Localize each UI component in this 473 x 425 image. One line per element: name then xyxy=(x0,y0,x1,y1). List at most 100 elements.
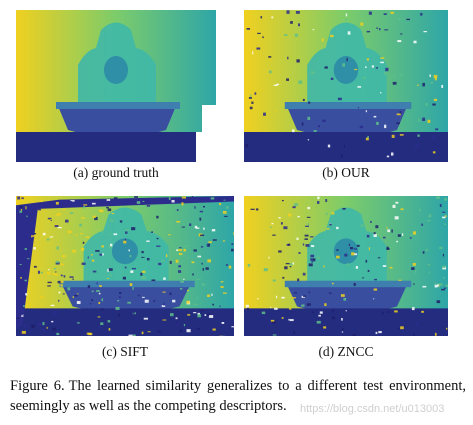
noise-speckle xyxy=(158,262,162,266)
noise-speckle xyxy=(301,122,304,126)
noise-speckle xyxy=(298,23,300,27)
noise-speckle xyxy=(289,263,293,266)
noise-speckle xyxy=(176,220,181,223)
noise-speckle xyxy=(80,247,85,251)
noise-speckle xyxy=(183,324,186,327)
noise-speckle xyxy=(56,213,62,216)
noise-speckle xyxy=(40,328,45,331)
noise-speckle xyxy=(183,248,186,252)
noise-speckle xyxy=(156,215,159,219)
noise-speckle xyxy=(376,121,379,125)
noise-speckle xyxy=(181,196,187,199)
noise-speckle xyxy=(56,246,59,250)
noise-speckle xyxy=(268,70,272,74)
noise-speckle xyxy=(400,208,404,211)
noise-speckle xyxy=(102,230,104,234)
noise-speckle xyxy=(304,234,309,237)
noise-speckle xyxy=(420,12,423,16)
noise-speckle xyxy=(421,310,424,313)
noise-speckle xyxy=(37,270,40,274)
noise-speckle xyxy=(317,256,321,259)
noise-speckle xyxy=(62,293,65,295)
noise-speckle xyxy=(436,300,441,304)
noise-speckle xyxy=(212,303,215,306)
noise-speckle xyxy=(365,259,368,263)
noise-speckle xyxy=(141,256,145,258)
noise-speckle xyxy=(146,204,151,207)
noise-speckle xyxy=(341,318,343,321)
noise-speckle xyxy=(352,334,356,336)
noise-speckle xyxy=(163,302,165,306)
noise-speckle xyxy=(183,278,185,280)
noise-speckle xyxy=(400,33,403,35)
noise-speckle xyxy=(89,303,92,305)
noise-speckle xyxy=(305,244,310,247)
noise-speckle xyxy=(303,295,306,298)
noise-speckle xyxy=(81,217,85,219)
noise-speckle xyxy=(250,208,255,210)
noise-speckle xyxy=(187,314,191,316)
noise-speckle xyxy=(211,293,213,297)
noise-speckle xyxy=(194,225,198,229)
noise-speckle xyxy=(370,220,372,223)
noise-speckle xyxy=(355,266,359,269)
noise-speckle xyxy=(324,66,328,69)
noise-speckle xyxy=(356,244,360,247)
noise-speckle xyxy=(318,314,321,317)
noise-speckle xyxy=(382,311,384,315)
noise-speckle xyxy=(223,199,226,201)
noise-speckle xyxy=(50,304,55,307)
noise-speckle xyxy=(125,229,130,231)
noise-speckle xyxy=(153,299,156,303)
noise-speckle xyxy=(340,294,345,297)
noise-speckle xyxy=(122,276,126,280)
basin-rim xyxy=(56,102,180,109)
noise-speckle xyxy=(246,28,251,30)
noise-speckle xyxy=(306,303,311,306)
noise-speckle xyxy=(169,292,172,296)
noise-speckle xyxy=(425,103,428,106)
noise-speckle xyxy=(123,240,127,244)
noise-speckle xyxy=(298,80,303,84)
noise-speckle xyxy=(444,215,447,217)
noise-speckle xyxy=(222,211,227,214)
noise-speckle xyxy=(186,329,191,333)
noise-speckle xyxy=(289,319,294,322)
noise-speckle xyxy=(293,203,298,207)
noise-speckle xyxy=(69,276,74,278)
noise-speckle xyxy=(368,247,371,251)
noise-speckle xyxy=(283,226,288,230)
noise-speckle xyxy=(359,125,364,129)
noise-speckle xyxy=(110,243,113,247)
noise-speckle xyxy=(274,307,278,310)
noise-speckle xyxy=(289,266,292,268)
noise-speckle xyxy=(206,197,208,200)
noise-speckle xyxy=(168,234,171,236)
noise-speckle xyxy=(31,235,36,238)
noise-speckle xyxy=(310,258,314,261)
noise-speckle xyxy=(422,251,425,254)
noise-speckle xyxy=(40,200,43,203)
noise-speckle xyxy=(430,81,434,84)
noise-speckle xyxy=(49,236,54,238)
noise-speckle xyxy=(72,278,74,280)
noise-speckle xyxy=(286,78,289,81)
noise-speckle xyxy=(322,119,326,122)
noise-speckle xyxy=(144,299,149,303)
noise-speckle xyxy=(46,238,50,241)
noise-speckle xyxy=(375,12,378,15)
noise-speckle xyxy=(191,261,195,264)
noise-speckle xyxy=(179,288,183,290)
noise-speckle xyxy=(428,271,431,273)
noise-speckle xyxy=(443,276,445,279)
fountain-basin xyxy=(286,106,408,138)
noise-speckle xyxy=(163,277,166,280)
noise-speckle xyxy=(411,267,415,270)
noise-speckle xyxy=(106,277,109,279)
noise-speckle xyxy=(128,334,133,336)
depth-map-zncc xyxy=(244,196,448,336)
noise-speckle xyxy=(427,119,431,123)
noise-speckle xyxy=(130,270,134,273)
noise-speckle xyxy=(429,74,431,77)
noise-speckle xyxy=(434,284,438,288)
